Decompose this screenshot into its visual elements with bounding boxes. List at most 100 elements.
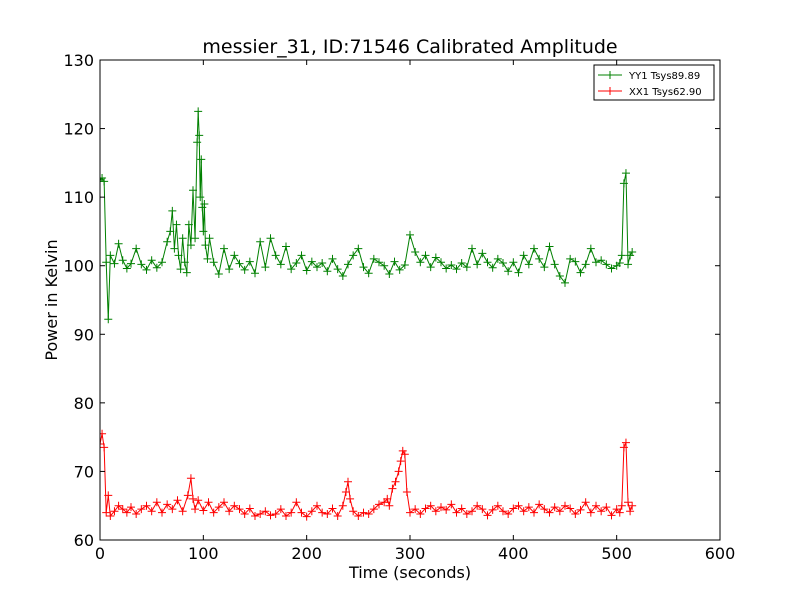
data-point [186,241,195,250]
data-point [184,220,193,229]
data-point [626,251,635,260]
data-point [524,260,533,269]
data-point [127,503,135,512]
data-point [478,505,487,514]
data-point [307,507,316,516]
data-point [163,500,172,509]
data-point [586,244,595,253]
x-tick-label: 300 [395,544,426,563]
data-point [592,501,600,510]
data-point [462,509,471,518]
data-point [196,193,205,202]
data-point [200,200,209,208]
data-point [462,263,471,272]
data-point [509,504,518,513]
legend: YY1 Tsys89.89 XX1 Tsys62.90 [593,64,715,101]
data-point [292,498,301,507]
data-point [619,179,628,188]
data-point [328,254,337,263]
data-point [194,107,203,116]
series-markers-1 [100,429,637,521]
data-point [468,507,476,516]
data-point [168,206,177,215]
data-point [104,491,113,500]
data-point [369,254,378,263]
data-point [110,507,119,516]
data-point [256,237,265,246]
data-point [566,254,575,263]
data-point [323,509,332,518]
data-point [297,251,306,260]
data-point [176,265,185,274]
data-point [493,254,502,263]
data-point [338,272,347,280]
data-point [364,269,373,278]
data-point [172,220,181,229]
data-point [483,511,492,520]
data-point [452,508,461,517]
data-point [442,264,451,273]
data-point [328,504,337,513]
y-tick-label: 80 [74,394,94,413]
data-point [478,249,487,258]
data-point [110,259,119,268]
data-point [186,474,195,483]
data-point [400,450,409,459]
data-point [333,512,342,520]
data-point [555,507,564,516]
data-point [597,256,606,265]
data-point [251,269,259,278]
data-point [209,258,218,267]
x-tick-label: 0 [95,544,105,563]
data-point [566,504,575,513]
data-point [519,507,528,516]
data-point [100,173,107,182]
data-point [452,265,461,274]
data-point [602,503,611,512]
data-point [173,496,182,505]
data-point [191,505,200,514]
data-point [338,501,347,510]
x-axis-label: Time (seconds) [348,563,471,582]
data-point [287,265,296,274]
data-point [333,265,342,274]
data-point [388,484,397,493]
data-point [621,438,630,447]
data-point [199,227,208,236]
data-point [137,260,146,269]
data-point [158,508,166,517]
data-point [178,507,187,516]
data-point [122,264,131,273]
y-tick-label: 130 [63,51,94,70]
data-point [302,512,311,521]
data-point [581,498,590,507]
data-point [214,503,223,512]
data-point [524,503,533,512]
data-point [220,498,228,507]
y-tick-label: 60 [74,531,94,550]
data-point [182,268,191,277]
data-point [282,512,290,520]
data-point [394,467,403,476]
data-point [193,138,202,147]
data-point [535,254,544,263]
data-point [240,265,249,274]
y-tick-label: 90 [74,325,94,344]
y-tick-label: 100 [63,257,94,276]
data-point [400,261,409,270]
data-point [203,254,212,263]
data-point [204,498,213,507]
data-point [271,509,280,518]
x-tick-label: 600 [705,544,736,563]
ticks-layer: 0 100 200 300 400 500 600 60 70 80 90 100 110 120 130 [63,51,735,563]
data-point [240,509,249,518]
data-point [375,258,383,267]
data-point [535,500,544,509]
data-point [261,507,270,516]
data-point [540,505,549,514]
data-point [205,234,214,243]
data-point [132,509,141,518]
data-point [349,251,358,260]
data-point [114,239,123,248]
